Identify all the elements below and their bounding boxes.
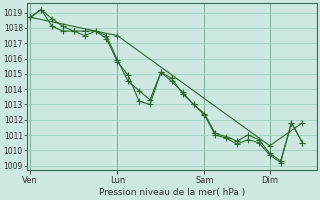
X-axis label: Pression niveau de la mer( hPa ): Pression niveau de la mer( hPa ) (99, 188, 245, 197)
